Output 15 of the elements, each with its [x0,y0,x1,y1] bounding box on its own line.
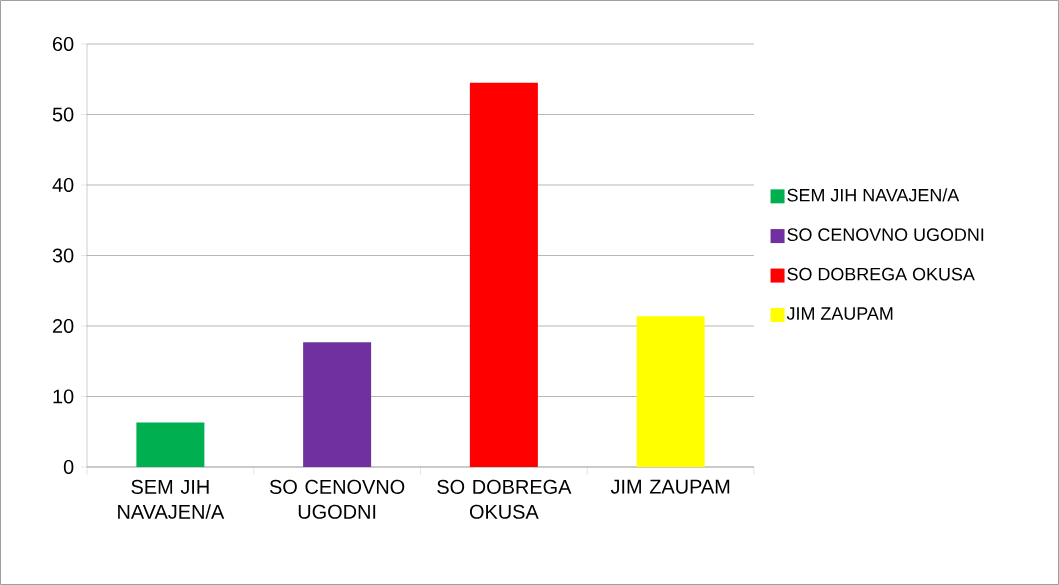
legend-label: SO DOBREGA OKUSA [787,267,975,281]
y-tick-label: 40 [52,177,74,193]
y-tick-label: 50 [52,107,74,122]
x-tick-label: SO DOBREGA OKUSA [437,479,572,519]
x-tick-label: SO CENOVNO UGODNI [269,479,405,519]
y-tick-label: 20 [53,318,74,334]
x-tick-label: JIM ZAUPAM [610,479,730,494]
legend-label: SEM JIH NAVAJEN/A [787,188,960,202]
y-tick-label: 60 [53,36,74,52]
y-tick-label: 30 [52,248,74,263]
y-tick-label: 10 [53,389,74,404]
x-tick-label: SEM JIH NAVAJEN/A [118,479,225,519]
legend-label: SO CENOVNO UGODNI [787,228,984,242]
legend-label: JIM ZAUPAM [786,307,893,320]
y-tick-label: 0 [63,459,74,475]
